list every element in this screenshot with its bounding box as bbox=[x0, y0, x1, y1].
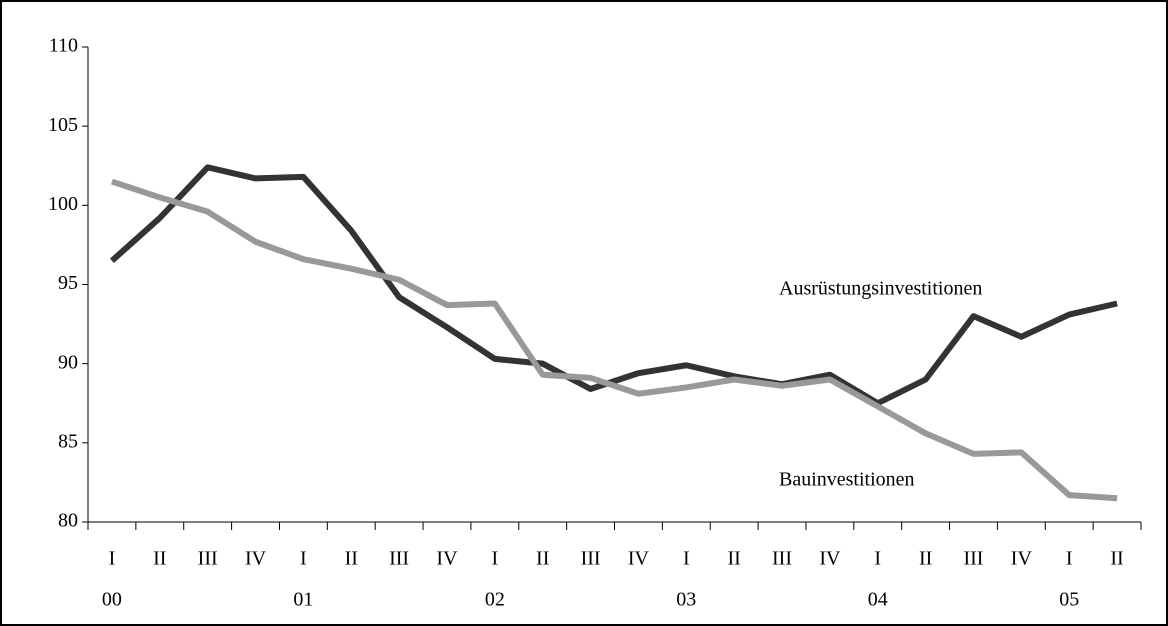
x-group-label: 05 bbox=[1059, 589, 1079, 611]
y-tick-label: 105 bbox=[48, 114, 78, 136]
y-tick-label: 100 bbox=[48, 193, 78, 215]
x-tick-label: III bbox=[198, 548, 218, 570]
x-tick-label: II bbox=[727, 548, 740, 570]
series-line bbox=[110, 178, 1118, 502]
y-tick-label: 90 bbox=[58, 351, 78, 373]
x-tick-label: II bbox=[1110, 548, 1123, 570]
x-tick-label: I bbox=[109, 548, 116, 570]
x-tick-label: III bbox=[963, 548, 983, 570]
x-tick-label: IV bbox=[628, 548, 650, 570]
x-tick-label: II bbox=[153, 548, 166, 570]
x-tick-label: I bbox=[1066, 548, 1073, 570]
x-tick-label: IV bbox=[1011, 548, 1033, 570]
x-group-label: 01 bbox=[293, 589, 313, 611]
x-tick-label: IV bbox=[436, 548, 458, 570]
y-tick-label: 80 bbox=[58, 510, 78, 532]
series-line bbox=[109, 164, 1118, 407]
x-tick-label: I bbox=[874, 548, 881, 570]
x-tick-label: I bbox=[683, 548, 690, 570]
x-tick-label: I bbox=[492, 548, 499, 570]
x-tick-label: III bbox=[389, 548, 409, 570]
x-group-label: 02 bbox=[485, 589, 505, 611]
series-label: Bauinvestitionen bbox=[779, 469, 915, 491]
x-tick-label: III bbox=[772, 548, 792, 570]
x-group-label: 03 bbox=[676, 589, 696, 611]
x-tick-label: III bbox=[581, 548, 601, 570]
y-tick-label: 95 bbox=[58, 272, 78, 294]
x-tick-label: II bbox=[345, 548, 358, 570]
series-label: Ausrüstungsinvestitionen bbox=[779, 278, 982, 300]
y-tick-label: 110 bbox=[49, 35, 78, 57]
x-group-label: 04 bbox=[868, 589, 888, 611]
x-group-label: 00 bbox=[102, 589, 122, 611]
x-tick-label: II bbox=[536, 548, 549, 570]
x-tick-label: II bbox=[919, 548, 932, 570]
y-tick-label: 85 bbox=[58, 430, 78, 452]
x-tick-label: IV bbox=[819, 548, 841, 570]
x-tick-label: IV bbox=[245, 548, 267, 570]
x-tick-label: I bbox=[300, 548, 307, 570]
